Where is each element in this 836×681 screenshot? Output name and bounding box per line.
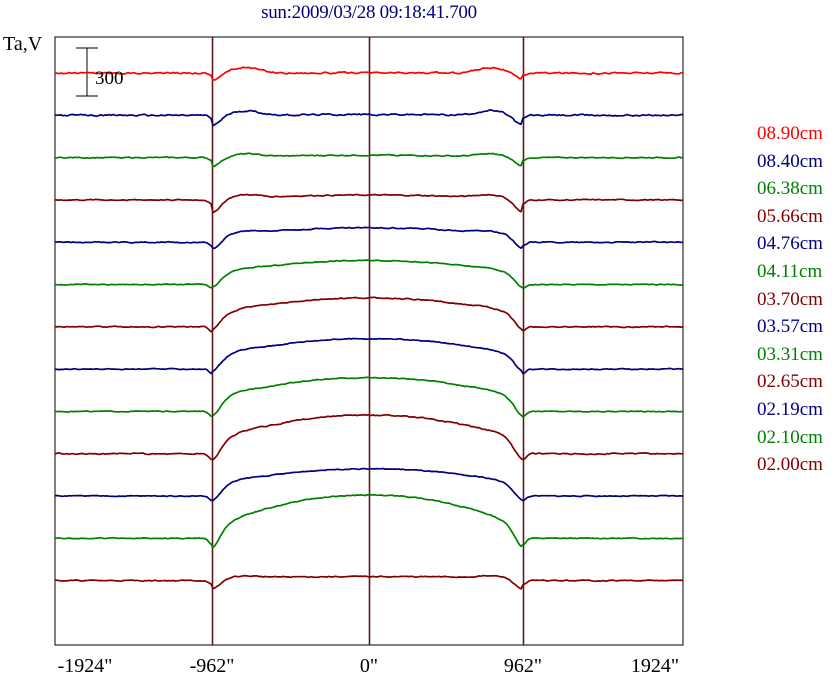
series-line-03.31cm [54,376,683,418]
legend-item: 02.00cm [757,454,823,476]
series-line-03.57cm [54,337,684,375]
series-line-08.40cm [55,109,684,127]
legend-item: 02.19cm [757,398,823,420]
x-tick-label: 962" [503,655,543,677]
series-lines [54,66,684,590]
series-line-08.90cm [54,66,684,81]
legend-item: 03.70cm [757,288,823,310]
chart-title: sun:2009/03/28 09:18:41.700 [261,2,477,23]
legend: 08.90cm 08.40cm 06.38cm 05.66cm 04.76cm … [757,120,823,479]
x-tick-label: 0" [359,655,379,677]
series-line-05.66cm [54,193,684,214]
legend-item: 04.76cm [757,233,823,255]
series-line-03.70cm [54,296,684,333]
series-line-04.76cm [54,226,684,250]
legend-item: 04.11cm [757,260,823,282]
series-line-02.00cm [54,574,684,590]
x-tick-label: -962" [189,655,235,677]
vertical-guides [211,37,525,645]
series-line-04.11cm [54,259,684,289]
legend-item: 02.65cm [757,371,823,393]
legend-item: 06.38cm [757,178,823,200]
legend-item: 02.10cm [757,426,823,448]
series-line-02.65cm [54,413,684,461]
x-tick-label: 1924" [630,655,680,677]
series-line-02.19cm [54,467,684,502]
legend-item: 03.57cm [757,316,823,338]
scale-bar-label: 300 [95,68,124,89]
legend-item: 08.90cm [757,123,823,144]
legend-item: 08.40cm [757,150,823,172]
y-axis-unit-label: Ta,V [3,33,43,55]
x-tick-label: -1924" [57,655,113,677]
legend-item: 03.31cm [757,343,823,365]
legend-item: 05.66cm [757,205,823,227]
series-line-06.38cm [54,152,684,168]
series-line-02.10cm [54,493,684,549]
